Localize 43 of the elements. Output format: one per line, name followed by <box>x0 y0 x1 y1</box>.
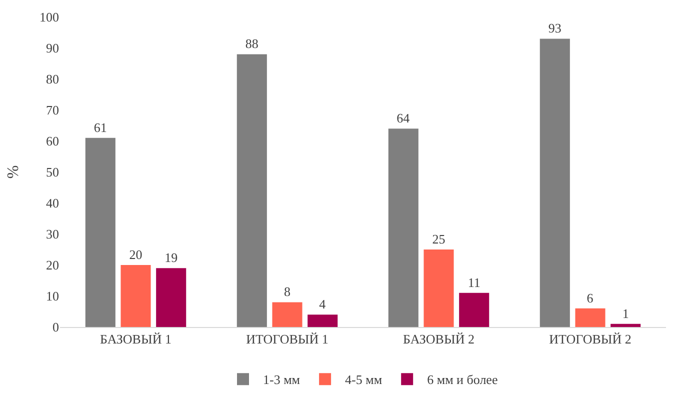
legend-label: 4-5 мм <box>345 372 382 388</box>
legend-label: 6 мм и более <box>427 372 498 388</box>
y-tick-label: 80 <box>46 72 59 87</box>
bar <box>85 138 116 327</box>
x-tick-label: ИТОГОВЫЙ 1 <box>246 332 328 347</box>
x-tick-label: БАЗОВЫЙ 2 <box>403 332 474 347</box>
bar <box>575 308 606 327</box>
bar <box>540 38 570 327</box>
bar <box>459 292 490 327</box>
bar <box>610 324 641 327</box>
data-label: 8 <box>284 284 290 300</box>
y-tick-label: 90 <box>46 40 59 56</box>
y-tick-label: 30 <box>46 226 59 242</box>
y-tick-label: 70 <box>46 102 59 118</box>
bar <box>236 54 267 327</box>
data-label: 1 <box>622 306 629 321</box>
data-label: 93 <box>548 20 562 36</box>
bar <box>120 265 151 327</box>
y-tick-label: 60 <box>46 134 59 149</box>
bar <box>156 268 186 327</box>
data-label: 88 <box>245 36 258 52</box>
y-tick-label: 0 <box>52 320 59 335</box>
data-label: 4 <box>319 296 326 312</box>
data-label: 25 <box>432 232 446 246</box>
data-label: 64 <box>396 110 410 126</box>
data-label: 6 <box>586 290 594 306</box>
y-tick-label: 50 <box>46 164 59 180</box>
data-label: 61 <box>94 120 107 135</box>
legend-label: 1-3 мм <box>263 372 300 388</box>
x-tick-label: БАЗОВЫЙ 1 <box>100 332 172 347</box>
x-tick-label: ИТОГОВЫЙ 2 <box>549 332 632 347</box>
data-label: 19 <box>164 250 178 266</box>
bar <box>424 250 454 327</box>
y-tick-label: 20 <box>46 258 59 273</box>
data-label: 11 <box>468 274 480 290</box>
bar <box>308 314 338 327</box>
y-tick-label: 100 <box>40 10 59 25</box>
y-axis-title: % <box>5 165 22 179</box>
bar <box>388 128 418 327</box>
y-tick-label: 40 <box>46 196 59 211</box>
data-label: 20 <box>129 247 142 262</box>
bar <box>272 302 302 327</box>
y-tick-label: 10 <box>46 288 59 304</box>
